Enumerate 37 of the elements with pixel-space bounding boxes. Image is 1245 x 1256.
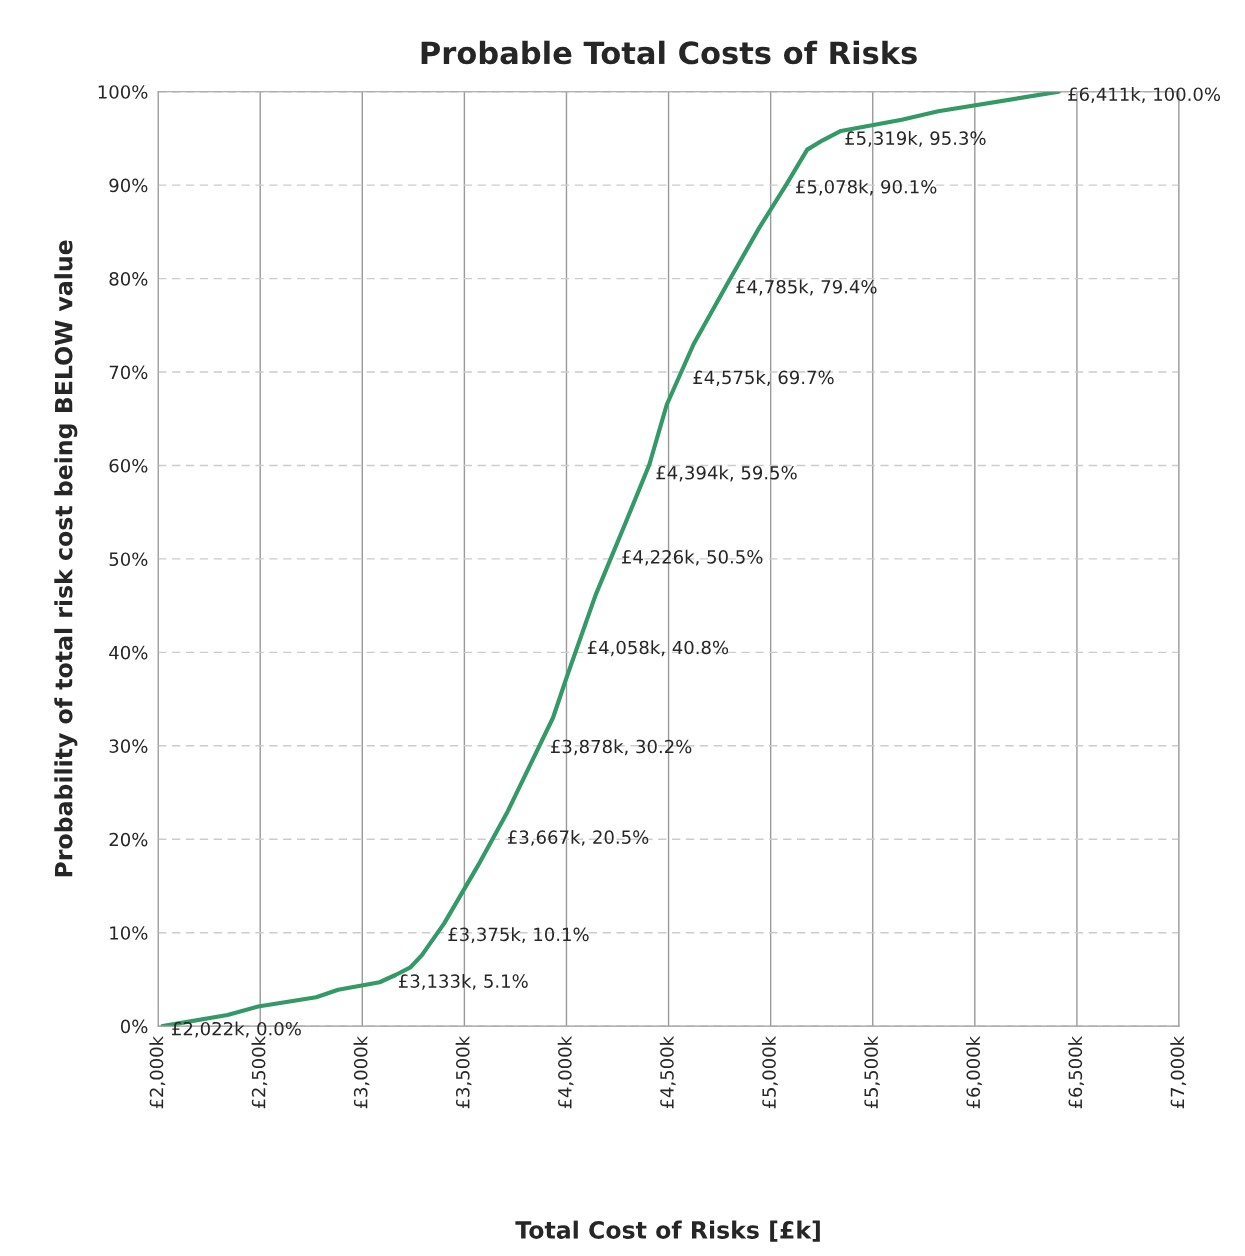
x-tick-label: £4,500k <box>659 1035 676 1109</box>
chart-title: Probable Total Costs of Risks <box>421 40 917 65</box>
annotation: £3,878k, 30.2% <box>551 739 692 756</box>
x-tick-label: £2,500k <box>251 1035 268 1109</box>
x-tick-label: £7,000k <box>1170 1035 1187 1109</box>
annotation: £3,375k, 10.1% <box>448 927 589 944</box>
x-tick-label: £3,000k <box>353 1035 370 1109</box>
y-axis-title: Probability of total risk cost being BELOW value <box>54 240 78 877</box>
annotation: £5,078k, 90.1% <box>796 179 937 196</box>
annotation: £6,411k, 100.0% <box>1068 87 1221 103</box>
annotation: £4,058k, 40.8% <box>587 640 729 657</box>
annotation: £4,394k, 59.5% <box>656 465 797 482</box>
x-tick-label: £2,000k <box>149 1035 166 1109</box>
y-tick-label: 30% <box>109 739 148 753</box>
annotation: £3,133k, 5.1% <box>398 973 528 990</box>
x-tick-label: £3,500k <box>455 1035 472 1109</box>
y-tick-label: 20% <box>109 832 148 847</box>
y-tick-label: 100% <box>98 85 148 99</box>
y-tick-label: 60% <box>109 458 148 473</box>
y-tick-label: 50% <box>109 552 148 567</box>
x-tick-label: £6,000k <box>966 1035 982 1109</box>
y-tick-label: 70% <box>109 365 148 380</box>
y-tick-label: 0% <box>120 1019 148 1034</box>
x-tick-label: £4,000k <box>557 1035 574 1109</box>
x-tick-label: £5,000k <box>761 1035 778 1109</box>
y-tick-label: 80% <box>109 272 148 286</box>
y-tick-label: 90% <box>109 178 148 193</box>
y-tick-label: 10% <box>110 926 148 940</box>
annotation: £4,226k, 50.5% <box>622 549 763 566</box>
y-tick-label: 40% <box>109 645 148 660</box>
annotation: £4,785k, 79.4% <box>736 279 877 296</box>
annotation: £3,667k, 20.5% <box>507 830 649 846</box>
annotation: £5,319k, 95.3% <box>845 131 986 147</box>
x-axis-title: Total Cost of Risks [£k] <box>515 1220 820 1242</box>
x-tick-label: £5,500k <box>864 1035 880 1109</box>
annotation: £4,575k, 69.7% <box>693 370 834 387</box>
x-tick-label: £6,500k <box>1068 1035 1085 1109</box>
